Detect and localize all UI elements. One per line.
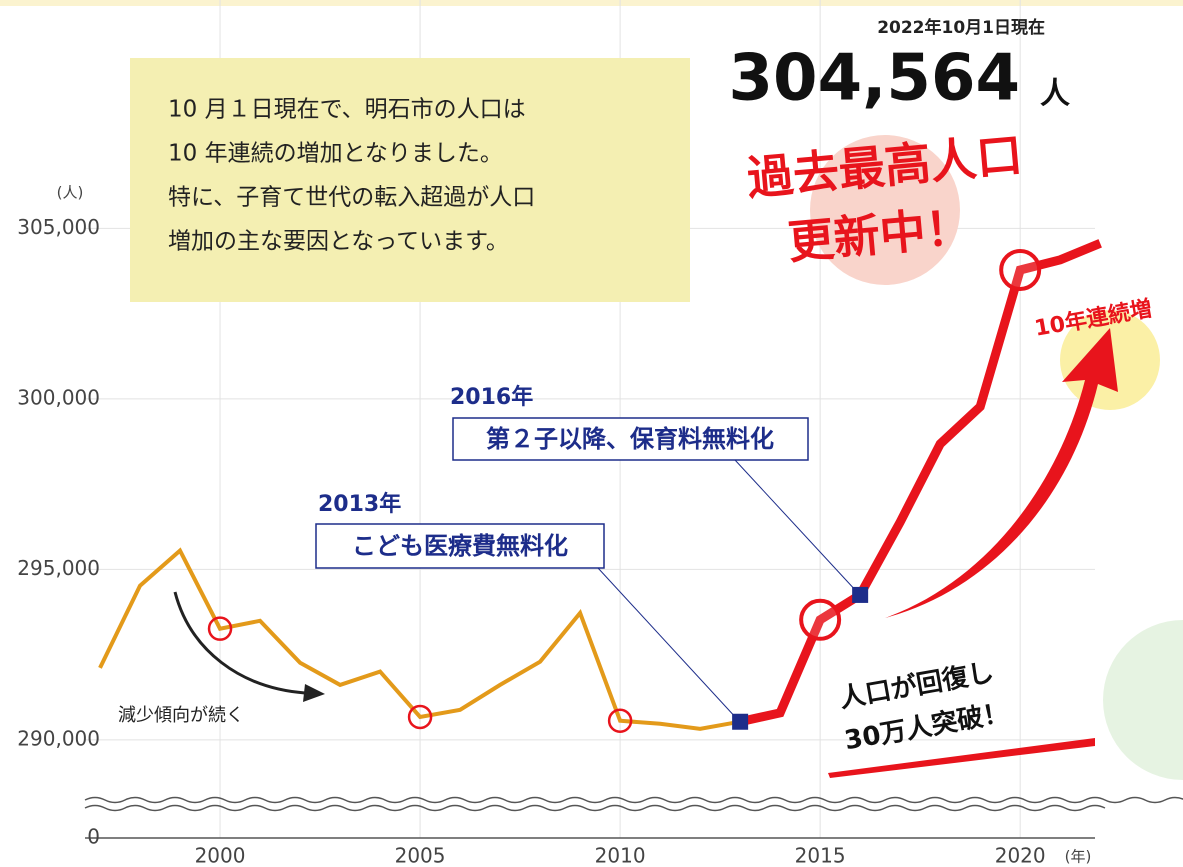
note-line: 増加の主な要因となっています。 (168, 229, 509, 255)
leader-line (735, 460, 858, 593)
x-tick-label: 2010 (595, 844, 646, 867)
leader-line (598, 568, 738, 720)
axis-break (85, 798, 1183, 803)
headline-number: 304,564 (729, 42, 1021, 116)
y-tick-label: 295,000 (17, 556, 100, 580)
decline-arrow-head (303, 684, 325, 702)
axis-break (85, 806, 1105, 811)
policy-marker (852, 587, 868, 603)
x-unit: (年) (1065, 848, 1092, 866)
callout-text: 第２子以降、保育料無料化 (486, 425, 774, 453)
decor-circle (1103, 620, 1183, 780)
note-line: 10 月１日現在で、明石市の人口は (168, 97, 526, 123)
x-tick-label: 2000 (195, 844, 246, 867)
decline-label: 減少傾向が続く (118, 705, 244, 726)
y-tick-label: 0 (87, 825, 100, 849)
top-band (0, 0, 1183, 6)
y-tick-label: 300,000 (17, 385, 100, 409)
callout-text: こども医療費無料化 (352, 532, 568, 560)
growth-arrow (885, 328, 1118, 618)
y-tick-label: 290,000 (17, 726, 100, 750)
date-note: 2022年10月1日現在 (877, 17, 1045, 38)
x-tick-label: 2015 (795, 844, 846, 867)
y-unit: (人) (57, 184, 84, 202)
note-box (130, 58, 690, 302)
callout-year: 2013年 (318, 491, 401, 517)
year-marker (801, 601, 839, 639)
x-tick-label: 2005 (395, 844, 446, 867)
policy-marker (732, 714, 748, 730)
decline-arrow (175, 592, 305, 693)
headline-unit: 人 (1040, 77, 1070, 112)
x-tick-label: 2020 (995, 844, 1046, 867)
note-line: 10 年連続の増加となりました。 (168, 141, 503, 167)
chart: 2022年10月1日現在 304,564 人 10 月１日現在で、明石市の人口は… (0, 0, 1183, 867)
y-tick-label: 305,000 (17, 215, 100, 239)
year-marker (1001, 251, 1039, 289)
callout-year: 2016年 (450, 384, 533, 410)
note-line: 特に、子育て世代の転入超過が人口 (168, 185, 535, 211)
